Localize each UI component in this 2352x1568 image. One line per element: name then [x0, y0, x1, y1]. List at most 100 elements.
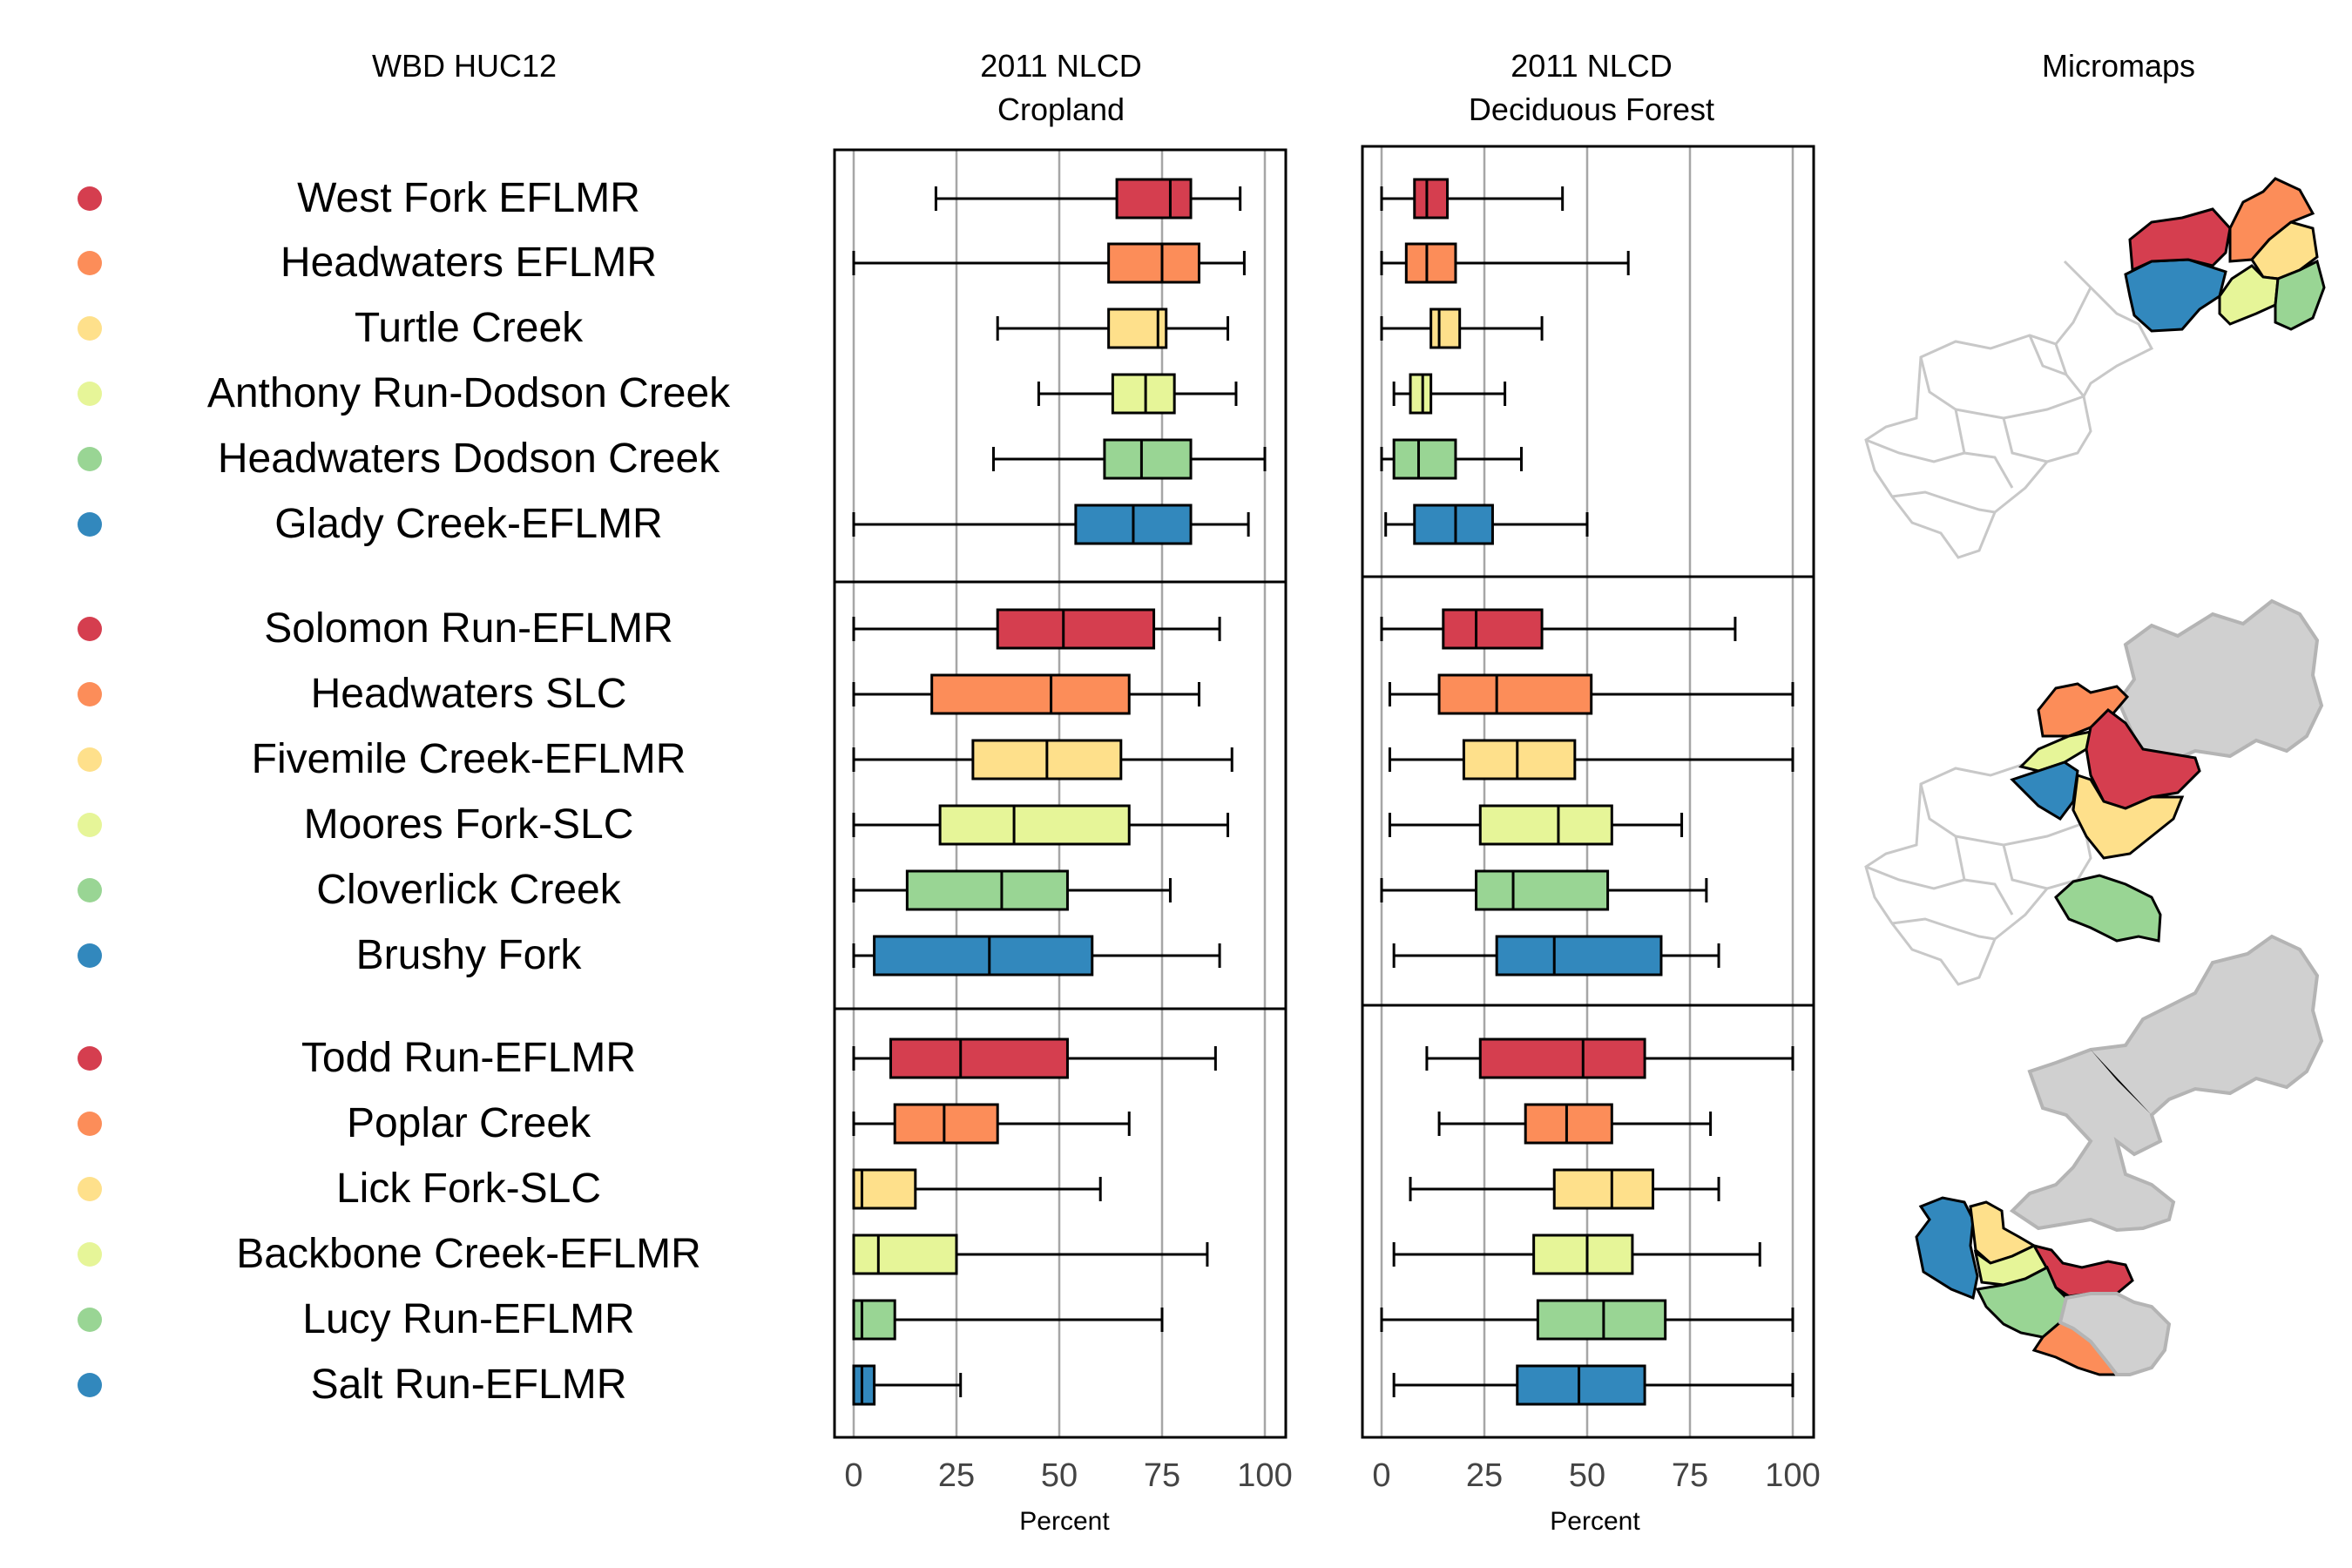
box-iqr: [1413, 504, 1494, 545]
legend-dot-green: [78, 1308, 102, 1332]
box-iqr: [1404, 242, 1457, 284]
map2-red-region: [2085, 708, 2201, 810]
map2-yellow-region: [2072, 773, 2185, 860]
map1-red-region: [2128, 207, 2232, 273]
box-iqr: [852, 1233, 958, 1275]
tick-label-75: 75: [1144, 1457, 1180, 1494]
box-iqr: [1536, 1299, 1667, 1341]
legend-label: West Fork EFLMR: [297, 175, 640, 221]
cropland-panel: 0 25 50 75 100: [833, 148, 1293, 1494]
boxplot-solomon-run-eflmr: [1380, 608, 1737, 650]
legend-dot-red: [78, 186, 102, 211]
boxplot-salt-run-eflmr: [852, 1364, 963, 1406]
boxplot-lick-fork-slc: [852, 1168, 1102, 1210]
panel-frame-3: [1361, 1004, 1815, 1439]
box-iqr: [1409, 373, 1433, 415]
legend-dot-green: [78, 878, 102, 902]
legend-dot-light-green: [78, 382, 102, 406]
boxplot-headwaters-dodson-creek: [991, 438, 1267, 480]
legend-dot-red: [78, 1046, 102, 1071]
cropland-xlabel: Percent: [1019, 1507, 1110, 1536]
legend-label: Turtle Creek: [355, 305, 584, 351]
box-iqr: [1475, 869, 1610, 911]
boxplot-headwaters-dodson-creek: [1380, 438, 1523, 480]
boxplot-fivemile-creek-eflmr: [852, 739, 1233, 781]
box-iqr: [930, 673, 1131, 715]
boxplot-turtle-creek: [1380, 308, 1544, 349]
legend-dot-light-green: [78, 813, 102, 837]
micromap-1: [1864, 177, 2326, 559]
panel-frame-3: [833, 1007, 1288, 1439]
box-iqr: [1107, 308, 1168, 349]
legend-label: Solomon Run-EFLMR: [264, 605, 673, 652]
map1-blue-region: [2124, 258, 2227, 333]
map3-blue-region: [1915, 1196, 1979, 1301]
boxplot-brushy-fork: [852, 935, 1221, 977]
legend-label: Moores Fork-SLC: [304, 801, 634, 848]
header-huc: WBD HUC12: [372, 48, 557, 84]
box-iqr: [1115, 178, 1193, 220]
legend-dot-blue: [78, 1373, 102, 1397]
micromap-2: [1864, 599, 2323, 986]
boxplot-poplar-creek: [852, 1103, 1131, 1145]
tick-label-75: 75: [1672, 1457, 1708, 1494]
legend-dot-yellow: [78, 747, 102, 772]
legend-label: Headwaters Dodson Creek: [218, 436, 720, 482]
header-forest-line1: 2011 NLCD: [1511, 48, 1672, 84]
box-iqr: [1516, 1364, 1646, 1406]
boxplot-cloverlick-creek: [1380, 869, 1708, 911]
header-micromaps: Micromaps: [2042, 48, 2195, 84]
legend-dot-light-green: [78, 1242, 102, 1267]
legend-label: Lick Fork-SLC: [336, 1166, 601, 1212]
tick-label-50: 50: [1041, 1457, 1078, 1494]
box-iqr: [1495, 935, 1663, 977]
box-iqr: [889, 1037, 1069, 1079]
boxplot-glady-creek-eflmr: [1384, 504, 1589, 545]
boxplot-west-fork-eflmr: [1380, 178, 1565, 220]
legend-dot-orange: [78, 682, 102, 706]
box-iqr: [1524, 1103, 1613, 1145]
box-iqr: [893, 1103, 999, 1145]
boxplot-moores-fork-slc: [1388, 804, 1684, 846]
box-iqr: [1478, 804, 1613, 846]
boxplot-moores-fork-slc: [852, 804, 1230, 846]
legend-label: Todd Run-EFLMR: [301, 1035, 636, 1081]
legend-dot-red: [78, 617, 102, 641]
boxplot-turtle-creek: [996, 308, 1230, 349]
boxplot-cloverlick-creek: [852, 869, 1172, 911]
legend-label: Backbone Creek-EFLMR: [236, 1231, 701, 1277]
box-iqr: [1111, 373, 1176, 415]
box-iqr: [852, 1168, 917, 1210]
tick-label-0: 0: [1372, 1457, 1390, 1494]
legend-label: Fivemile Creek-EFLMR: [252, 736, 686, 782]
boxplot-brushy-fork: [1392, 935, 1720, 977]
legend-dot-orange: [78, 1112, 102, 1136]
box-iqr: [1462, 739, 1577, 781]
boxplot-solomon-run-eflmr: [852, 608, 1221, 650]
box-iqr: [1103, 438, 1193, 480]
legend-dot-orange: [78, 251, 102, 275]
box-iqr: [1413, 178, 1450, 220]
legend-label: Glady Creek-EFLMR: [274, 501, 662, 547]
forest-panel: 0 25 50 75 100: [1361, 145, 1821, 1494]
boxplot-glady-creek-eflmr: [852, 504, 1250, 545]
box-iqr: [1552, 1168, 1655, 1210]
map2-blue-region: [2010, 760, 2079, 821]
legend-label: Poplar Creek: [347, 1100, 591, 1146]
tick-label-100: 100: [1765, 1457, 1820, 1494]
map1-green-region: [2274, 259, 2326, 331]
boxplot-headwaters-eflmr: [852, 242, 1246, 284]
header-cropland-line1: 2011 NLCD: [980, 48, 1141, 84]
legend-dot-yellow: [78, 316, 102, 341]
boxplot-backbone-creek-eflmr: [852, 1233, 1209, 1275]
boxplot-todd-run-eflmr: [1425, 1037, 1794, 1079]
legend-dot-green: [78, 447, 102, 471]
huc-legend: West Fork EFLMR Headwaters EFLMR Turtle Cr…: [78, 175, 731, 1408]
boxplot-fivemile-creek-eflmr: [1388, 739, 1794, 781]
micromap-3: [1915, 934, 2324, 1376]
boxplot-todd-run-eflmr: [852, 1037, 1217, 1079]
box-iqr: [1532, 1233, 1634, 1275]
boxplot-headwaters-slc: [852, 673, 1200, 715]
legend-dot-blue: [78, 943, 102, 968]
